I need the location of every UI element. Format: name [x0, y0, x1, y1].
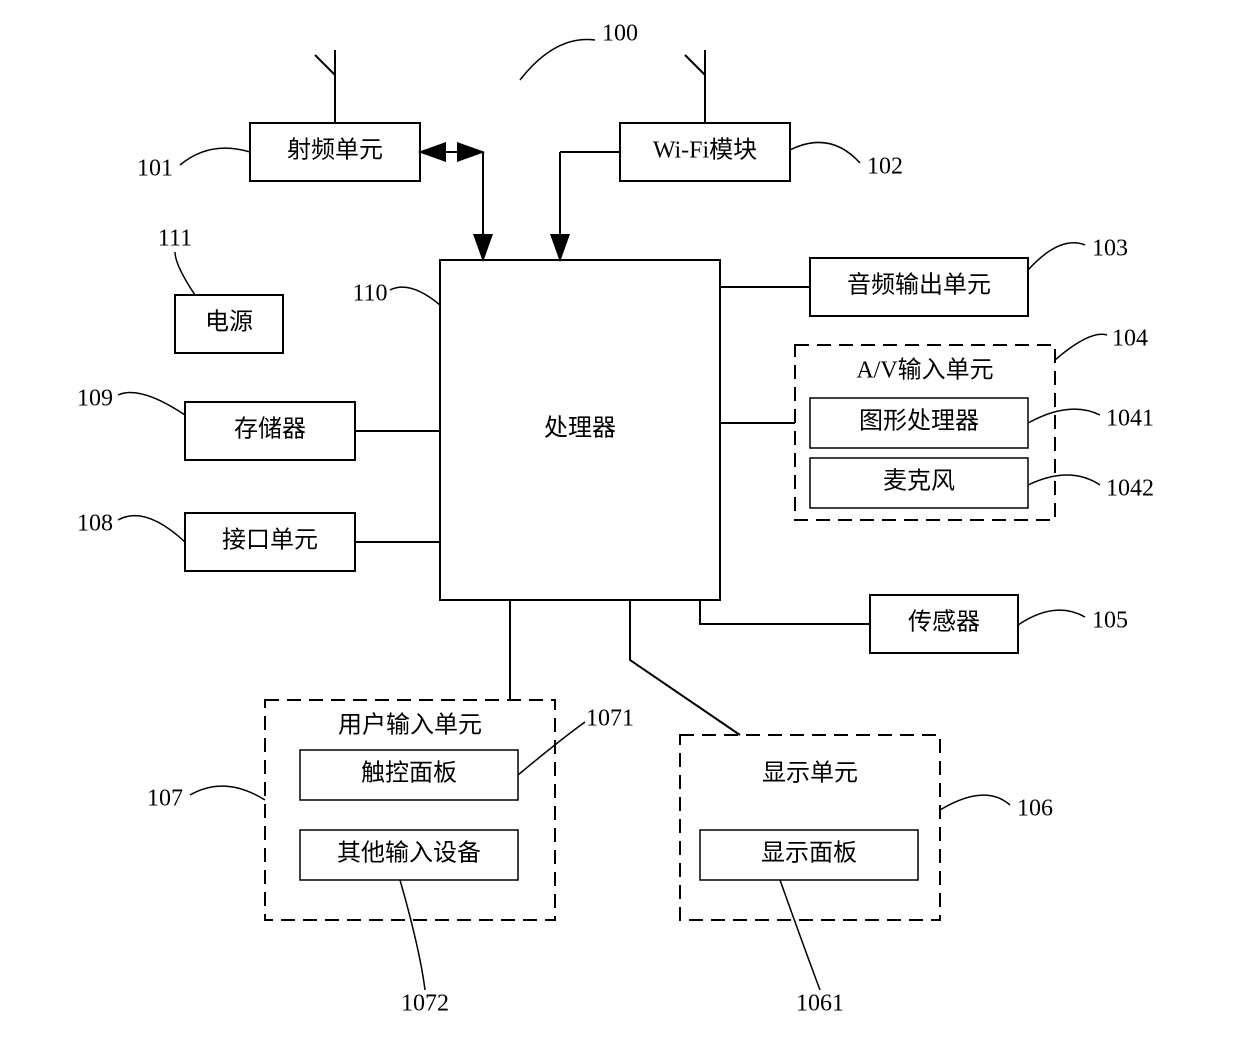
- node-memory: 存储器: [185, 402, 355, 460]
- ref-104: 104: [1112, 326, 1148, 352]
- leader-1071: [518, 722, 585, 775]
- conn-sensor-cpu: [700, 600, 870, 624]
- node-interface: 接口单元: [185, 513, 355, 571]
- antenna-wifi: [685, 50, 705, 123]
- label-touch: 触控面板: [361, 760, 457, 787]
- ref-102: 102: [867, 154, 903, 180]
- node-rf: 射频单元: [250, 123, 420, 181]
- node-userin: 用户输入单元 触控面板 其他输入设备: [265, 700, 555, 920]
- ref-101: 101: [137, 156, 173, 182]
- antenna-rf: [315, 50, 335, 123]
- label-audio: 音频输出单元: [847, 272, 991, 299]
- leader-106: [940, 795, 1010, 810]
- label-power: 电源: [205, 309, 253, 336]
- leader-110: [390, 287, 440, 305]
- label-display: 显示单元: [762, 760, 858, 787]
- ref-108: 108: [77, 511, 113, 537]
- ref-103: 103: [1092, 236, 1128, 262]
- leader-1042: [1028, 475, 1100, 485]
- label-rf: 射频单元: [287, 137, 383, 164]
- ref-106: 106: [1017, 796, 1053, 822]
- node-wifi: Wi-Fi模块: [620, 123, 790, 181]
- leader-1072: [400, 880, 425, 990]
- leader-102: [790, 142, 860, 163]
- leader-108: [118, 516, 185, 542]
- ref-1072: 1072: [401, 991, 449, 1017]
- label-interface: 接口单元: [222, 527, 318, 554]
- ref-1041: 1041: [1106, 406, 1154, 432]
- label-otherin: 其他输入设备: [337, 840, 481, 867]
- ref-1071: 1071: [586, 706, 634, 732]
- label-gpu: 图形处理器: [859, 408, 979, 435]
- node-audio: 音频输出单元: [810, 258, 1028, 316]
- ref-107: 107: [147, 786, 183, 812]
- node-display: 显示单元 显示面板: [680, 735, 940, 920]
- leader-1041: [1028, 409, 1100, 423]
- leader-111: [175, 252, 195, 295]
- ref-111: 111: [158, 226, 192, 252]
- leader-109: [118, 393, 185, 416]
- label-memory: 存储器: [234, 416, 306, 443]
- leader-105: [1018, 610, 1085, 625]
- leader-103: [1028, 243, 1085, 270]
- leader-107: [190, 786, 265, 800]
- label-cpu: 处理器: [544, 415, 616, 442]
- label-av-group: A/V输入单元: [856, 357, 993, 384]
- ref-1061: 1061: [796, 991, 844, 1017]
- ref-1042: 1042: [1106, 476, 1154, 502]
- node-sensor: 传感器: [870, 595, 1018, 653]
- leader-101: [180, 148, 250, 165]
- node-av-group: A/V输入单元 图形处理器 麦克风: [795, 345, 1055, 520]
- ref-100: 100: [602, 21, 638, 47]
- label-userin: 用户输入单元: [338, 712, 482, 739]
- ref-110: 110: [352, 281, 387, 307]
- leader-100: [520, 40, 595, 81]
- leader-104: [1055, 334, 1107, 360]
- node-cpu: 处理器: [440, 260, 720, 600]
- leader-1061: [780, 880, 820, 990]
- node-power: 电源: [175, 295, 283, 353]
- diagram-canvas: 射频单元 Wi-Fi模块 电源 存储器 接口单元 处理器 音频输出单元 A/V输…: [0, 0, 1240, 1055]
- label-mic: 麦克风: [883, 468, 955, 495]
- label-sensor: 传感器: [908, 609, 980, 636]
- ref-105: 105: [1092, 608, 1128, 634]
- label-wifi: Wi-Fi模块: [653, 137, 757, 164]
- ref-109: 109: [77, 386, 113, 412]
- label-panel: 显示面板: [761, 840, 857, 867]
- conn-display-cpu: [630, 600, 740, 735]
